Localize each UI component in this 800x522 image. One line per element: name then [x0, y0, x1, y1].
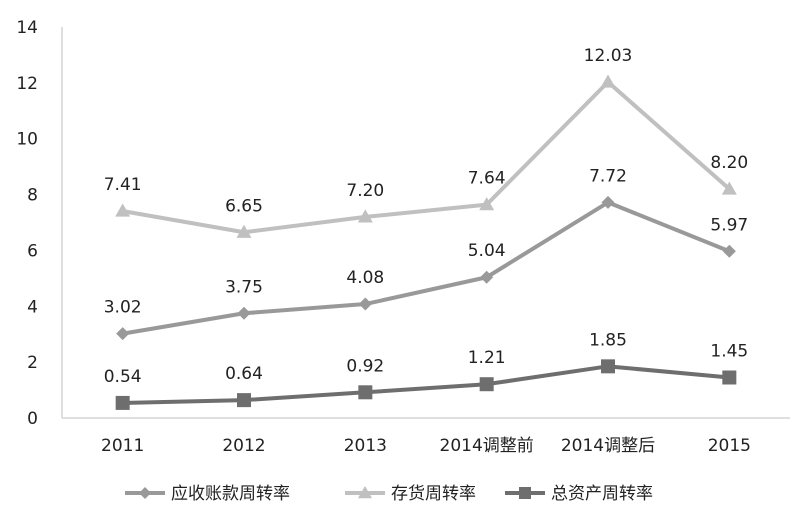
- x-tick-label: 2015: [708, 436, 751, 456]
- legend-item: 总资产周转率: [505, 484, 653, 504]
- legend-label: 总资产周转率: [551, 484, 653, 504]
- legend-label: 应收账款周转率: [171, 484, 290, 504]
- data-label: 7.64: [468, 169, 506, 189]
- data-point: [479, 197, 495, 211]
- data-point: [237, 306, 251, 320]
- data-point: [722, 370, 737, 385]
- x-tick-label: 2014调整后: [561, 436, 655, 456]
- data-label: 4.08: [346, 268, 384, 288]
- legend: 应收账款周转率 存货周转率 总资产周转率: [125, 484, 653, 504]
- data-label: 0.92: [346, 356, 384, 376]
- data-point: [115, 395, 130, 410]
- series-line: [122, 80, 731, 235]
- data-point: [116, 327, 130, 341]
- data-label: 7.41: [104, 175, 142, 195]
- data-point: [601, 195, 615, 209]
- data-label: 12.03: [584, 46, 633, 66]
- data-label: 1.45: [710, 342, 748, 362]
- data-point: [236, 224, 252, 238]
- data-labels: 3.02 3.75 4.08 5.04 7.72 5.97 7.41 6.65 7.20 7.64…: [104, 46, 749, 387]
- data-label: 8.20: [710, 153, 748, 173]
- data-label: 5.04: [468, 241, 506, 261]
- data-label: 7.20: [346, 181, 384, 201]
- data-point: [115, 203, 131, 217]
- y-tick-label: 10: [16, 130, 38, 150]
- data-label: 1.85: [589, 330, 627, 350]
- y-tick-label: 14: [16, 18, 38, 38]
- y-tick-label: 2: [27, 353, 38, 373]
- x-axis: 2011 2012 2013 2014调整前 2014调整后 2015: [62, 417, 790, 456]
- data-point: [358, 385, 373, 400]
- y-axis: 0 2 4 6 8 10 12 14: [16, 18, 63, 429]
- data-label: 0.64: [225, 364, 263, 384]
- legend-marker: [358, 486, 372, 499]
- data-point: [600, 74, 616, 88]
- y-tick-label: 4: [27, 297, 38, 317]
- data-point: [358, 297, 372, 311]
- data-label: 3.02: [104, 298, 142, 318]
- data-label: 7.72: [589, 166, 627, 186]
- y-tick-label: 8: [27, 186, 38, 206]
- series-line: [122, 200, 731, 336]
- data-label: 3.75: [225, 277, 263, 297]
- data-label: 6.65: [225, 196, 263, 216]
- series-layer: [115, 74, 737, 410]
- data-point: [721, 181, 737, 195]
- data-point: [601, 359, 615, 374]
- y-tick-label: 6: [27, 241, 38, 261]
- legend-marker: [139, 487, 151, 499]
- legend-item: 存货周转率: [345, 484, 476, 504]
- series-3: [115, 359, 737, 410]
- y-tick-label: 12: [16, 74, 38, 94]
- series-line: [122, 364, 730, 405]
- series-1: [116, 195, 736, 341]
- series-2: [115, 74, 737, 238]
- data-point: [722, 244, 736, 258]
- data-point: [357, 209, 373, 223]
- data-label: 0.54: [104, 367, 142, 387]
- x-tick-label: 2014调整前: [440, 436, 534, 456]
- data-label: 5.97: [710, 215, 748, 235]
- x-tick-label: 2012: [222, 436, 265, 456]
- data-point: [480, 270, 494, 284]
- x-tick-label: 2011: [101, 436, 144, 456]
- x-tick-label: 2013: [344, 436, 387, 456]
- legend-label: 存货周转率: [391, 484, 476, 504]
- y-tick-label: 0: [27, 409, 38, 429]
- data-label: 1.21: [468, 348, 506, 368]
- legend-marker: [519, 487, 531, 499]
- data-point: [237, 393, 251, 408]
- data-point: [479, 377, 494, 392]
- legend-item: 应收账款周转率: [125, 484, 290, 504]
